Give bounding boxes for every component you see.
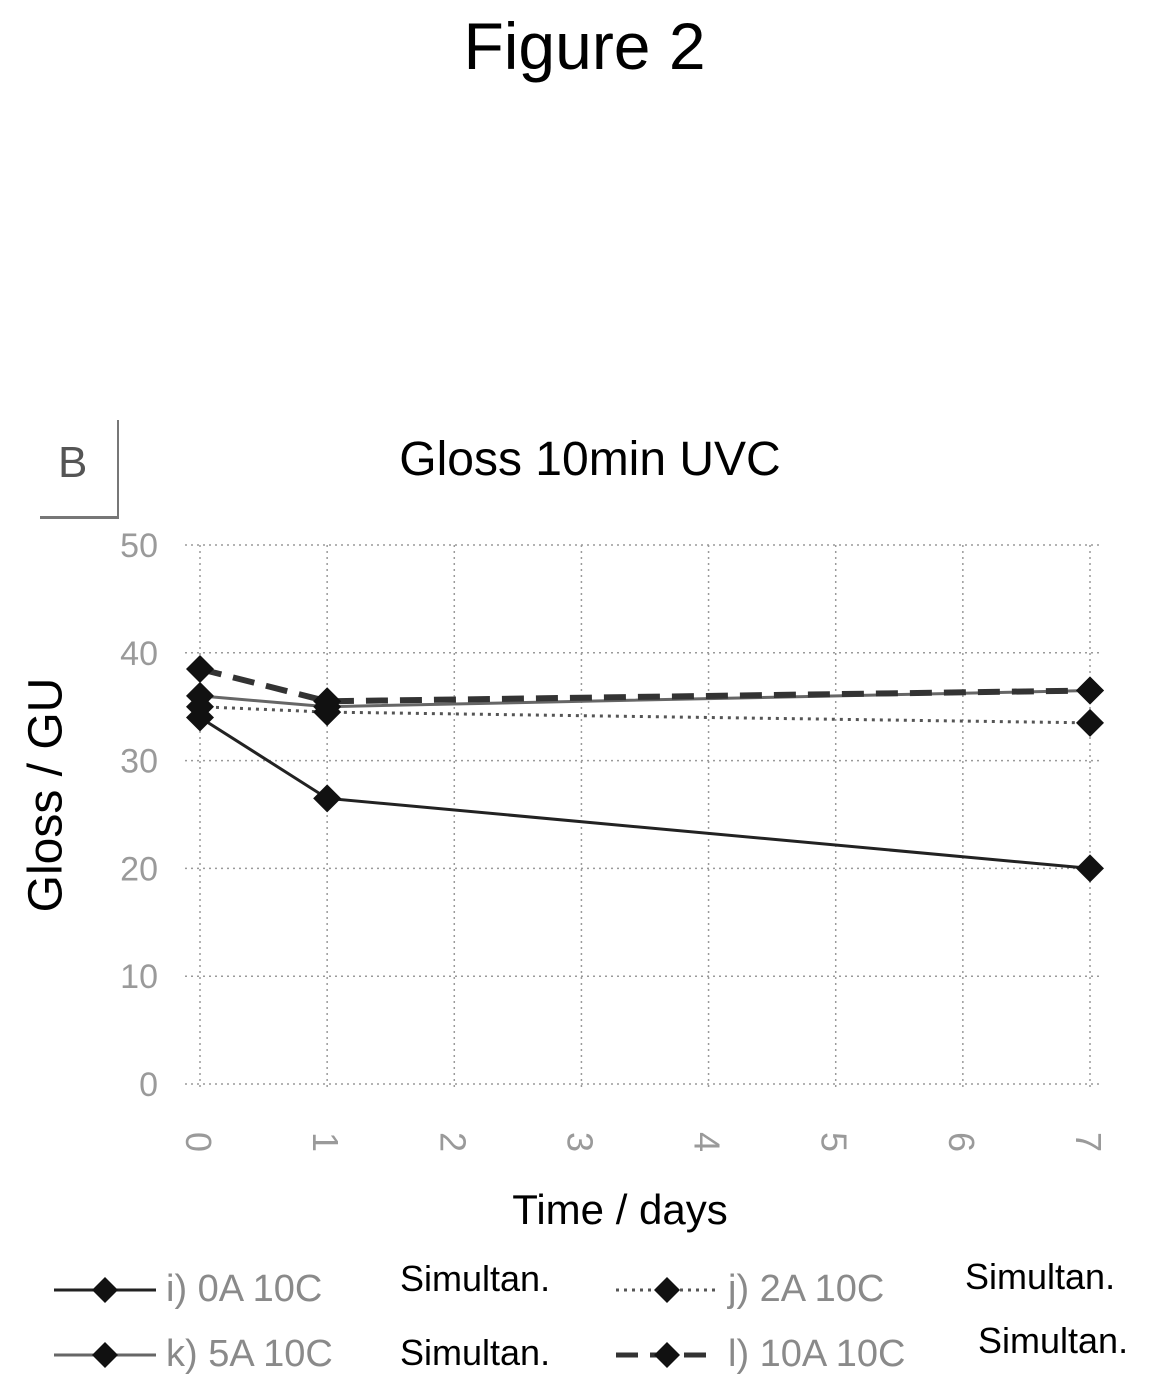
legend-marker xyxy=(654,1341,680,1368)
x-tick-label: 3 xyxy=(559,1132,600,1152)
panel-bracket-vertical xyxy=(117,420,119,518)
x-tick-label: 2 xyxy=(432,1132,473,1152)
legend-entry-l: l) 10A 10C xyxy=(612,1333,905,1376)
legend-note-i: Simultan. xyxy=(400,1258,551,1299)
legend-note-j: Simultan. xyxy=(965,1256,1116,1297)
x-axis-label: Time / days xyxy=(512,1186,728,1233)
data-point xyxy=(1076,708,1104,737)
x-tick-label: 0 xyxy=(178,1132,219,1152)
legend-swatch-i xyxy=(54,1276,156,1303)
y-tick-label: 30 xyxy=(120,743,158,781)
legend-entry-j: j) 2A 10C xyxy=(612,1268,884,1311)
y-tick-label: 40 xyxy=(120,635,158,673)
series-line-4 xyxy=(199,666,1091,705)
legend-label-l: l) 10A 10C xyxy=(728,1333,906,1375)
x-tick-label: 1 xyxy=(305,1132,346,1152)
legend-note-l: Simultan. xyxy=(978,1320,1129,1361)
panel-bracket-horizontal xyxy=(40,516,119,519)
y-tick-label: 10 xyxy=(120,958,158,996)
figure-title: Figure 2 xyxy=(463,9,706,83)
y-tick-label: 0 xyxy=(139,1066,158,1104)
data-point xyxy=(313,687,342,716)
data-point xyxy=(186,654,214,683)
x-tick-label: 5 xyxy=(814,1132,855,1152)
data-point xyxy=(1076,676,1104,705)
chart-title: Gloss 10min UVC xyxy=(399,433,781,486)
x-tick-label: 6 xyxy=(941,1132,982,1152)
x-tick-label: 4 xyxy=(687,1132,728,1152)
legend-marker xyxy=(92,1276,118,1303)
data-point xyxy=(313,784,342,813)
legend-label-j: j) 2A 10C xyxy=(728,1268,885,1310)
legend-label-k: k) 5A 10C xyxy=(166,1333,333,1375)
legend-swatch-l xyxy=(616,1341,718,1368)
data-point xyxy=(186,681,214,710)
legend-entry-k: k) 5A 10C xyxy=(50,1333,333,1376)
legend-marker xyxy=(654,1276,680,1303)
data-point xyxy=(1076,854,1104,883)
y-tick-label: 20 xyxy=(120,850,158,888)
legend-label-i: i) 0A 10C xyxy=(166,1268,323,1310)
legend-swatch-k xyxy=(54,1341,156,1368)
legend-entry-i: i) 0A 10C xyxy=(50,1268,322,1311)
panel-label: B xyxy=(58,438,88,487)
y-tick-label: 50 xyxy=(120,527,158,565)
legend-marker xyxy=(92,1341,118,1368)
legend-swatch-j xyxy=(616,1276,718,1303)
legend-note-k: Simultan. xyxy=(400,1332,551,1373)
series-line-2 xyxy=(199,705,1091,725)
x-tick-label: 7 xyxy=(1068,1132,1109,1152)
